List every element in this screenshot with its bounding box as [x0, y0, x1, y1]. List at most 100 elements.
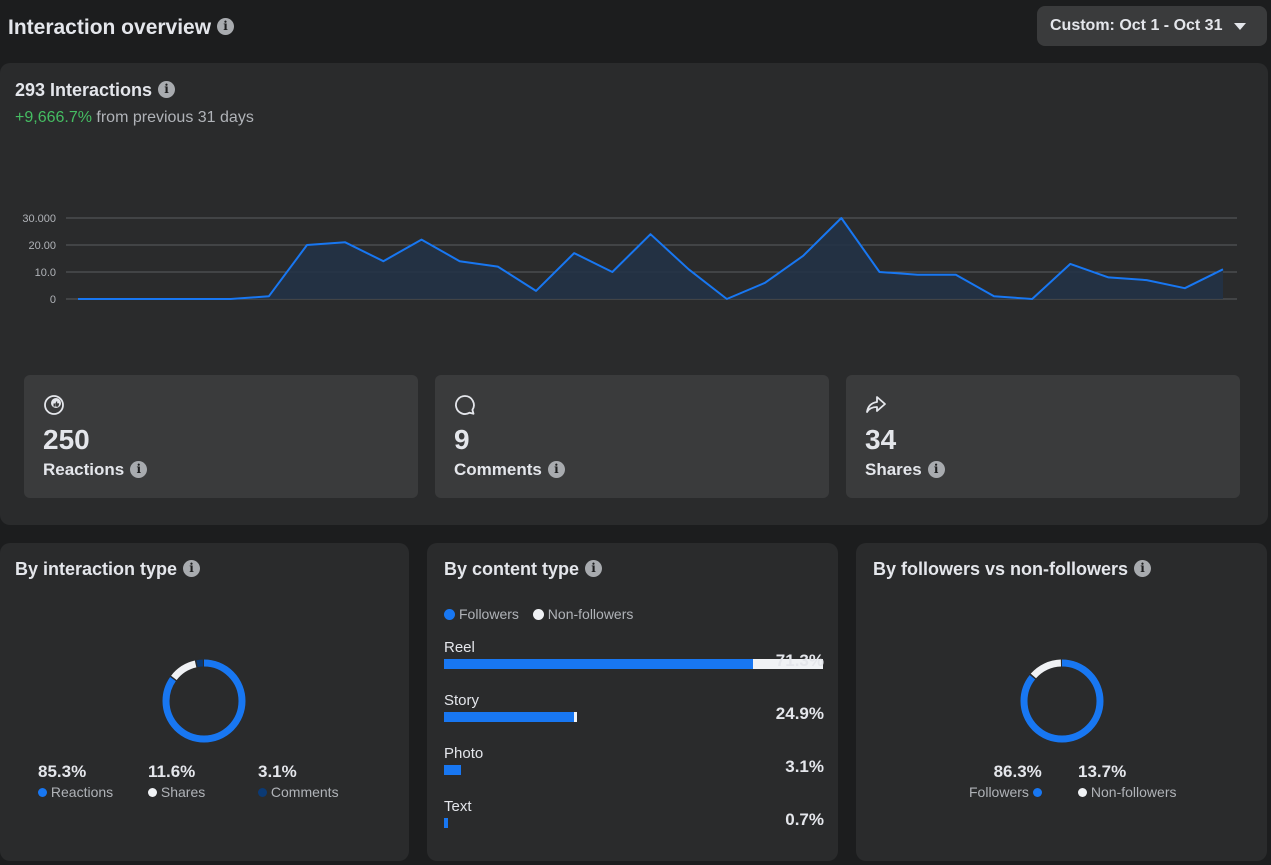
- dot-icon: [148, 787, 157, 797]
- content-bar: [444, 765, 461, 775]
- pct-label: Non-followers: [1090, 784, 1177, 800]
- info-icon[interactable]: i: [130, 461, 148, 479]
- reactions-card: 250 Reactions i: [24, 375, 418, 498]
- data-point: [421, 239, 423, 241]
- series-area: [78, 218, 1223, 299]
- data-point: [764, 282, 766, 284]
- info-icon[interactable]: i: [927, 461, 945, 479]
- non-followers-bar-segment: [752, 659, 824, 669]
- data-point: [993, 295, 995, 297]
- pct-value: 11.6%: [148, 762, 196, 781]
- content-row-3: Text 0.7%: [444, 798, 824, 829]
- data-point: [535, 290, 537, 292]
- data-point: [115, 298, 117, 300]
- data-point: [459, 260, 461, 262]
- shares-label: Shares i: [865, 460, 945, 480]
- data-point: [344, 241, 346, 243]
- comments-label-text: Comments: [454, 460, 542, 479]
- y-tick-label: 0: [50, 294, 56, 306]
- pct-label: Comments: [270, 784, 339, 800]
- data-point: [840, 217, 842, 219]
- data-point: [955, 274, 957, 276]
- caret-down-icon: [1234, 22, 1247, 30]
- followers-bar-segment: [444, 659, 753, 669]
- interaction-type-donut: [162, 659, 246, 743]
- comments-card: 9 Comments i: [435, 375, 829, 498]
- data-point: [650, 233, 652, 235]
- panel-title-text: By followers vs non-followers: [873, 559, 1129, 579]
- info-icon[interactable]: i: [158, 80, 176, 98]
- legend-followers: 86.3% Followers: [969, 762, 1042, 800]
- content-bar: [444, 818, 448, 828]
- dot-icon: [1032, 787, 1042, 797]
- panel-title: By followers vs non-followers i: [873, 559, 1152, 580]
- content-row-label: Photo: [444, 745, 484, 762]
- legend-non-followers: Non-followers: [547, 606, 634, 622]
- donut-segment: [1020, 659, 1104, 743]
- page-title: Interaction overview i: [8, 16, 235, 40]
- content-row-pct: 0.7%: [785, 810, 824, 829]
- reactions-label-text: Reactions: [43, 460, 125, 479]
- date-range-label: Custom: Oct 1 - Oct 31: [1050, 17, 1223, 34]
- legend-non-followers: 13.7% Non-followers: [1078, 762, 1176, 800]
- date-range-dropdown[interactable]: Custom: Oct 1 - Oct 31: [1037, 6, 1267, 46]
- share-icon: [866, 396, 886, 413]
- pct-label: Followers: [969, 784, 1029, 800]
- data-point: [382, 260, 384, 262]
- data-point: [726, 298, 728, 300]
- info-icon[interactable]: i: [547, 461, 565, 479]
- legend-followers: Followers: [459, 606, 519, 622]
- content-row-pct: 71.3%: [775, 651, 824, 670]
- data-point: [153, 298, 155, 300]
- data-point: [802, 255, 804, 257]
- y-tick-label: 20.00: [28, 240, 56, 252]
- data-point: [230, 298, 232, 300]
- data-point: [192, 298, 194, 300]
- pct-value: 85.3%: [38, 762, 87, 781]
- content-row-label: Text: [444, 798, 472, 815]
- followers-bar-segment: [444, 818, 448, 828]
- dot-icon: [38, 787, 47, 797]
- shares-card: 34 Shares i: [846, 375, 1240, 498]
- info-icon[interactable]: i: [1134, 559, 1152, 577]
- content-row-pct: 3.1%: [785, 757, 824, 776]
- followers-bar-segment: [444, 712, 575, 722]
- data-point: [917, 274, 919, 276]
- panel-title: By interaction type i: [15, 559, 201, 580]
- by-interaction-type-panel: By interaction type i 85.3% Reactions 11.…: [0, 543, 409, 861]
- panel-title: By content type i: [444, 559, 603, 580]
- data-point: [497, 266, 499, 268]
- pct-value: 13.7%: [1078, 762, 1127, 781]
- interactions-overview-card: 293 Interactions i +9,666.7% from previou…: [0, 63, 1268, 525]
- content-legend: Followers Non-followers: [444, 606, 643, 622]
- data-point: [1146, 279, 1148, 281]
- content-row-2: Photo 3.1%: [444, 745, 824, 776]
- series-line: [78, 217, 1224, 300]
- data-point: [268, 295, 270, 297]
- data-point: [1184, 287, 1186, 289]
- data-point: [306, 244, 308, 246]
- pct-label: Shares: [160, 784, 206, 800]
- data-point: [611, 271, 613, 273]
- info-icon[interactable]: i: [585, 559, 603, 577]
- info-icon[interactable]: i: [217, 17, 235, 35]
- reactions-label: Reactions i: [43, 460, 148, 480]
- interactions-total: 293 Interactions i: [15, 80, 176, 101]
- interactions-total-text: 293 Interactions: [15, 80, 153, 100]
- legend-shares: 11.6% Shares: [148, 762, 205, 800]
- reactions-value: 250: [43, 424, 90, 455]
- y-tick-label: 30.000: [22, 213, 56, 225]
- pct-value: 86.3%: [993, 762, 1042, 781]
- info-icon[interactable]: i: [183, 559, 201, 577]
- donut-segment: [162, 659, 246, 743]
- non-followers-bar-segment: [574, 712, 577, 722]
- dot-icon: [532, 608, 544, 620]
- legend-reactions: 85.3% Reactions: [38, 762, 113, 800]
- content-row-label: Story: [444, 692, 480, 709]
- content-row-pct: 24.9%: [775, 704, 824, 723]
- data-point: [879, 271, 881, 273]
- panel-title-text: By content type: [444, 559, 580, 579]
- dot-icon: [258, 787, 267, 797]
- data-point: [1069, 263, 1071, 265]
